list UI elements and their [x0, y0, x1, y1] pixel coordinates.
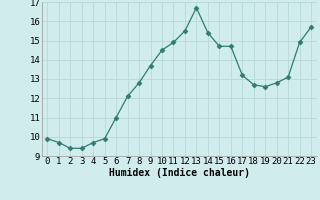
X-axis label: Humidex (Indice chaleur): Humidex (Indice chaleur)	[109, 168, 250, 178]
